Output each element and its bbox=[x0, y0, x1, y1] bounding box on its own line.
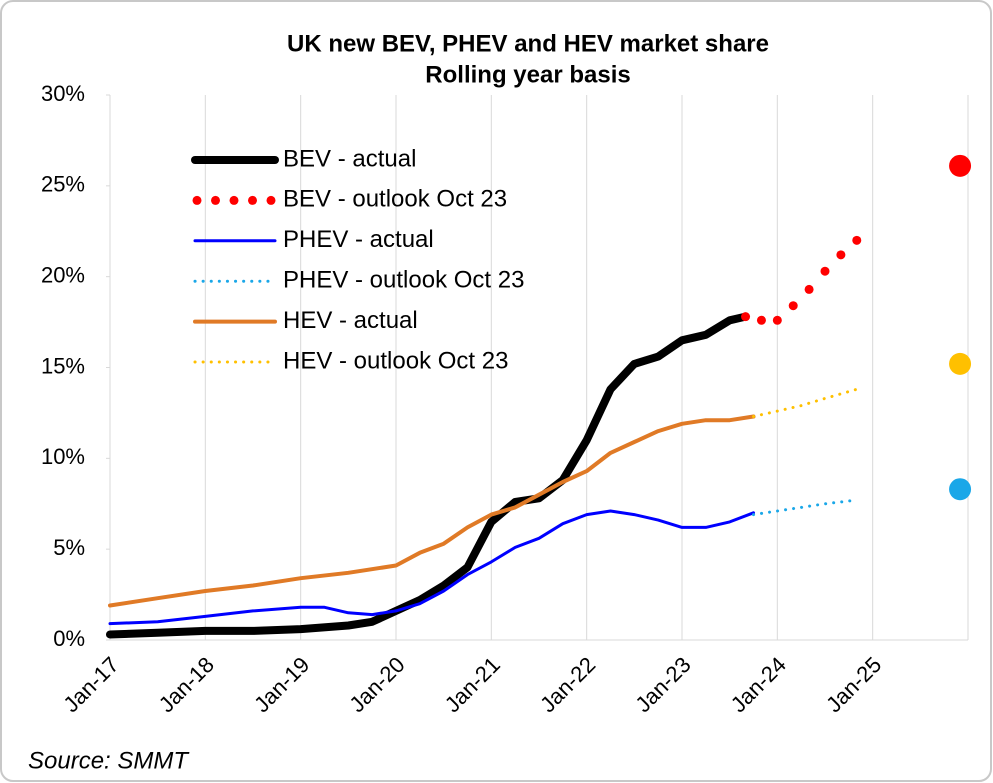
data-point bbox=[756, 315, 766, 325]
y-tick-label: 5% bbox=[53, 535, 85, 560]
chart-title: UK new BEV, PHEV and HEV market share bbox=[287, 30, 769, 57]
legend-label: PHEV - outlook Oct 23 bbox=[283, 267, 524, 294]
data-point bbox=[820, 266, 830, 276]
data-point bbox=[836, 250, 846, 260]
legend-swatch bbox=[266, 195, 276, 205]
legend-label: BEV - outlook Oct 23 bbox=[283, 186, 507, 213]
y-tick-label: 15% bbox=[41, 353, 85, 378]
chart-subtitle: Rolling year basis bbox=[425, 61, 630, 88]
y-tick-label: 25% bbox=[41, 172, 85, 197]
legend-label: BEV - actual bbox=[283, 145, 416, 172]
y-tick-label: 0% bbox=[53, 626, 85, 651]
data-point bbox=[852, 235, 862, 245]
y-tick-label: 10% bbox=[41, 444, 85, 469]
data-point bbox=[772, 315, 782, 325]
target-point bbox=[949, 352, 972, 375]
source: Source: SMMT bbox=[28, 747, 190, 774]
series-line bbox=[106, 312, 750, 639]
target-point bbox=[949, 154, 972, 177]
legend-swatch bbox=[192, 195, 202, 205]
legend-label: HEV - actual bbox=[283, 307, 418, 334]
series-line bbox=[108, 414, 756, 608]
data-point bbox=[741, 312, 751, 322]
y-tick-label: 30% bbox=[41, 81, 85, 106]
legend-label: HEV - outlook Oct 23 bbox=[283, 347, 508, 374]
data-point bbox=[788, 301, 798, 311]
series-line bbox=[108, 509, 755, 626]
legend-label: PHEV - actual bbox=[283, 226, 434, 253]
legend-swatch bbox=[211, 195, 220, 205]
data-point bbox=[804, 284, 814, 294]
y-tick-label: 20% bbox=[41, 262, 85, 287]
legend-swatch bbox=[229, 195, 239, 205]
series-line bbox=[752, 498, 859, 517]
target-point bbox=[949, 478, 972, 501]
legend-swatch bbox=[248, 195, 257, 205]
series-line bbox=[752, 387, 859, 418]
